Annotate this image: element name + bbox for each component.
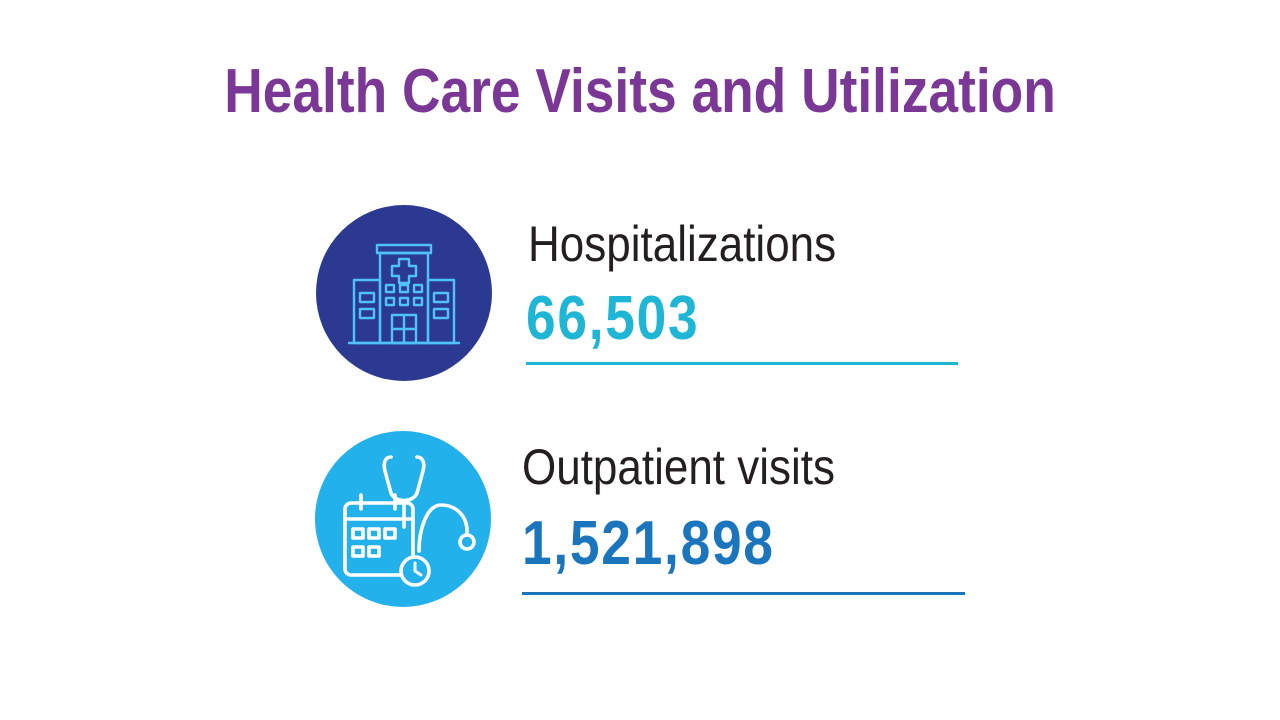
page-title: Health Care Visits and Utilization: [224, 57, 1056, 126]
stat-value-outpatient-visits: 1,521,898: [522, 509, 775, 578]
divider-outpatient-visits: [522, 592, 965, 595]
outpatient-icon-circle: [315, 431, 491, 607]
hospital-icon-circle: [316, 205, 492, 381]
stat-label-outpatient-visits: Outpatient visits: [522, 439, 836, 495]
hospital-building-icon: [348, 243, 460, 345]
stat-label-hospitalizations: Hospitalizations: [528, 216, 837, 272]
stat-value-hospitalizations: 66,503: [526, 284, 700, 353]
calendar-stethoscope-icon: [343, 455, 476, 587]
divider-hospitalizations: [526, 362, 958, 365]
